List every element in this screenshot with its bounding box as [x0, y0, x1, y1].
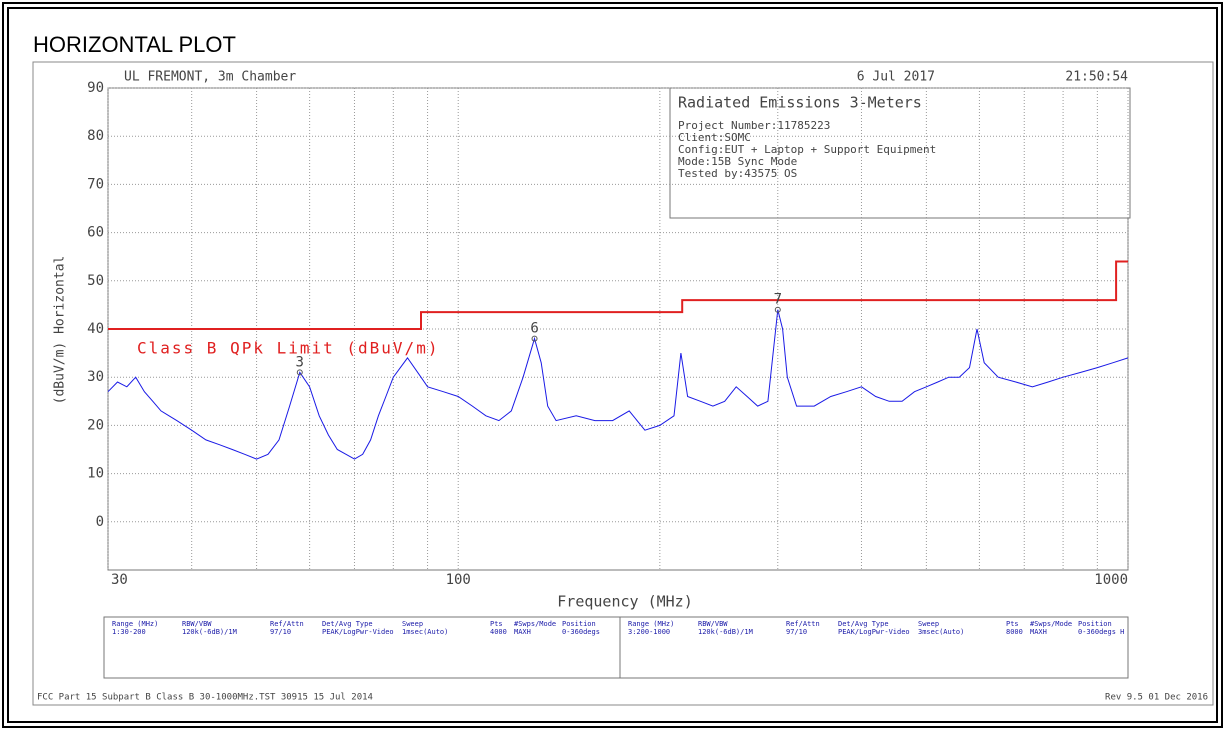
table-header: Position: [1078, 620, 1112, 628]
marker-label: 6: [530, 321, 538, 337]
x-tick-label: 1000: [1094, 572, 1128, 588]
date: 6 Jul 2017: [857, 70, 935, 85]
table-header: Ref/Attn: [270, 620, 304, 628]
table-cell: MAXH: [1030, 628, 1047, 636]
time: 21:50:54: [1065, 70, 1128, 85]
plot-frame: [32, 61, 1214, 706]
inner-border: [7, 7, 1218, 723]
table-header: Range (MHz): [628, 620, 674, 628]
table-cell: 0-360degs: [562, 628, 600, 636]
table-header: #Swps/Mode: [1030, 620, 1072, 628]
marker-label: 7: [774, 292, 782, 308]
trace: [107, 309, 1129, 460]
info-box: [669, 87, 1131, 219]
table-cell: 97/10: [270, 628, 291, 636]
table-header: Pts: [490, 620, 503, 628]
y-tick-label: 10: [87, 466, 104, 482]
table-header: RBW/VBW: [698, 620, 728, 628]
table-cell: 1msec(Auto): [402, 628, 448, 636]
y-axis-label: (dBuV/m) Horizontal: [53, 256, 68, 405]
y-tick-label: 0: [96, 514, 104, 530]
info-title: Radiated Emissions 3-Meters: [678, 94, 922, 112]
info-line: Tested by:43575 OS: [678, 167, 797, 180]
marker: [774, 306, 781, 313]
x-tick-label: 100: [446, 572, 471, 588]
table-header: Det/Avg Type: [322, 620, 373, 628]
table-cell: 120k(-6dB)/1M: [182, 628, 237, 636]
table-header: #Swps/Mode: [514, 620, 556, 628]
table-header: Sweep: [402, 620, 423, 628]
table-cell: 0-360degs H: [1078, 628, 1124, 636]
marker-label: 3: [296, 354, 304, 370]
footer-left: FCC Part 15 Subpart B Class B 30-1000MHz…: [37, 693, 373, 703]
settings-table: [103, 616, 1129, 679]
site: UL FREMONT, 3m Chamber: [124, 70, 296, 85]
info-line: Mode:15B Sync Mode: [678, 155, 797, 168]
table-cell: 8000: [1006, 628, 1023, 636]
page-title: HORIZONTAL PLOT: [33, 32, 236, 57]
table-cell: 4000: [490, 628, 507, 636]
table-cell: 3:200-1000: [628, 628, 670, 636]
table-cell: MAXH: [514, 628, 531, 636]
table-cell: 1:30-200: [112, 628, 146, 636]
y-tick-label: 90: [87, 80, 104, 96]
table-header: Range (MHz): [112, 620, 158, 628]
footer-right: Rev 9.5 01 Dec 2016: [1105, 693, 1208, 703]
table-header: RBW/VBW: [182, 620, 212, 628]
table-header: Position: [562, 620, 596, 628]
y-tick-label: 60: [87, 225, 104, 241]
info-line: Client:SOMC: [678, 131, 751, 144]
table-cell: PEAK/LogPwr-Video: [322, 628, 394, 636]
table-header: Sweep: [918, 620, 939, 628]
x-axis-label: Frequency (MHz): [557, 593, 692, 611]
trace: [108, 260, 1128, 330]
table-header: Pts: [1006, 620, 1019, 628]
table-header: Ref/Attn: [786, 620, 820, 628]
x-tick-label: 30: [111, 572, 128, 588]
y-tick-label: 70: [87, 176, 104, 192]
table-cell: PEAK/LogPwr-Video: [838, 628, 910, 636]
y-tick-label: 80: [87, 128, 104, 144]
table-cell: 3msec(Auto): [918, 628, 964, 636]
table-cell: 97/10: [786, 628, 807, 636]
limit-label: Class B QPk Limit (dBuV/m): [137, 339, 439, 358]
info-line: Config:EUT + Laptop + Support Equipment: [678, 143, 936, 156]
marker: [296, 369, 303, 376]
y-tick-label: 50: [87, 273, 104, 289]
table-header: Det/Avg Type: [838, 620, 889, 628]
table-cell: 120k(-6dB)/1M: [698, 628, 753, 636]
info-line: Project Number:11785223: [678, 119, 830, 132]
marker: [531, 335, 538, 342]
y-tick-label: 30: [87, 369, 104, 385]
y-tick-label: 40: [87, 321, 104, 337]
y-tick-label: 20: [87, 417, 104, 433]
